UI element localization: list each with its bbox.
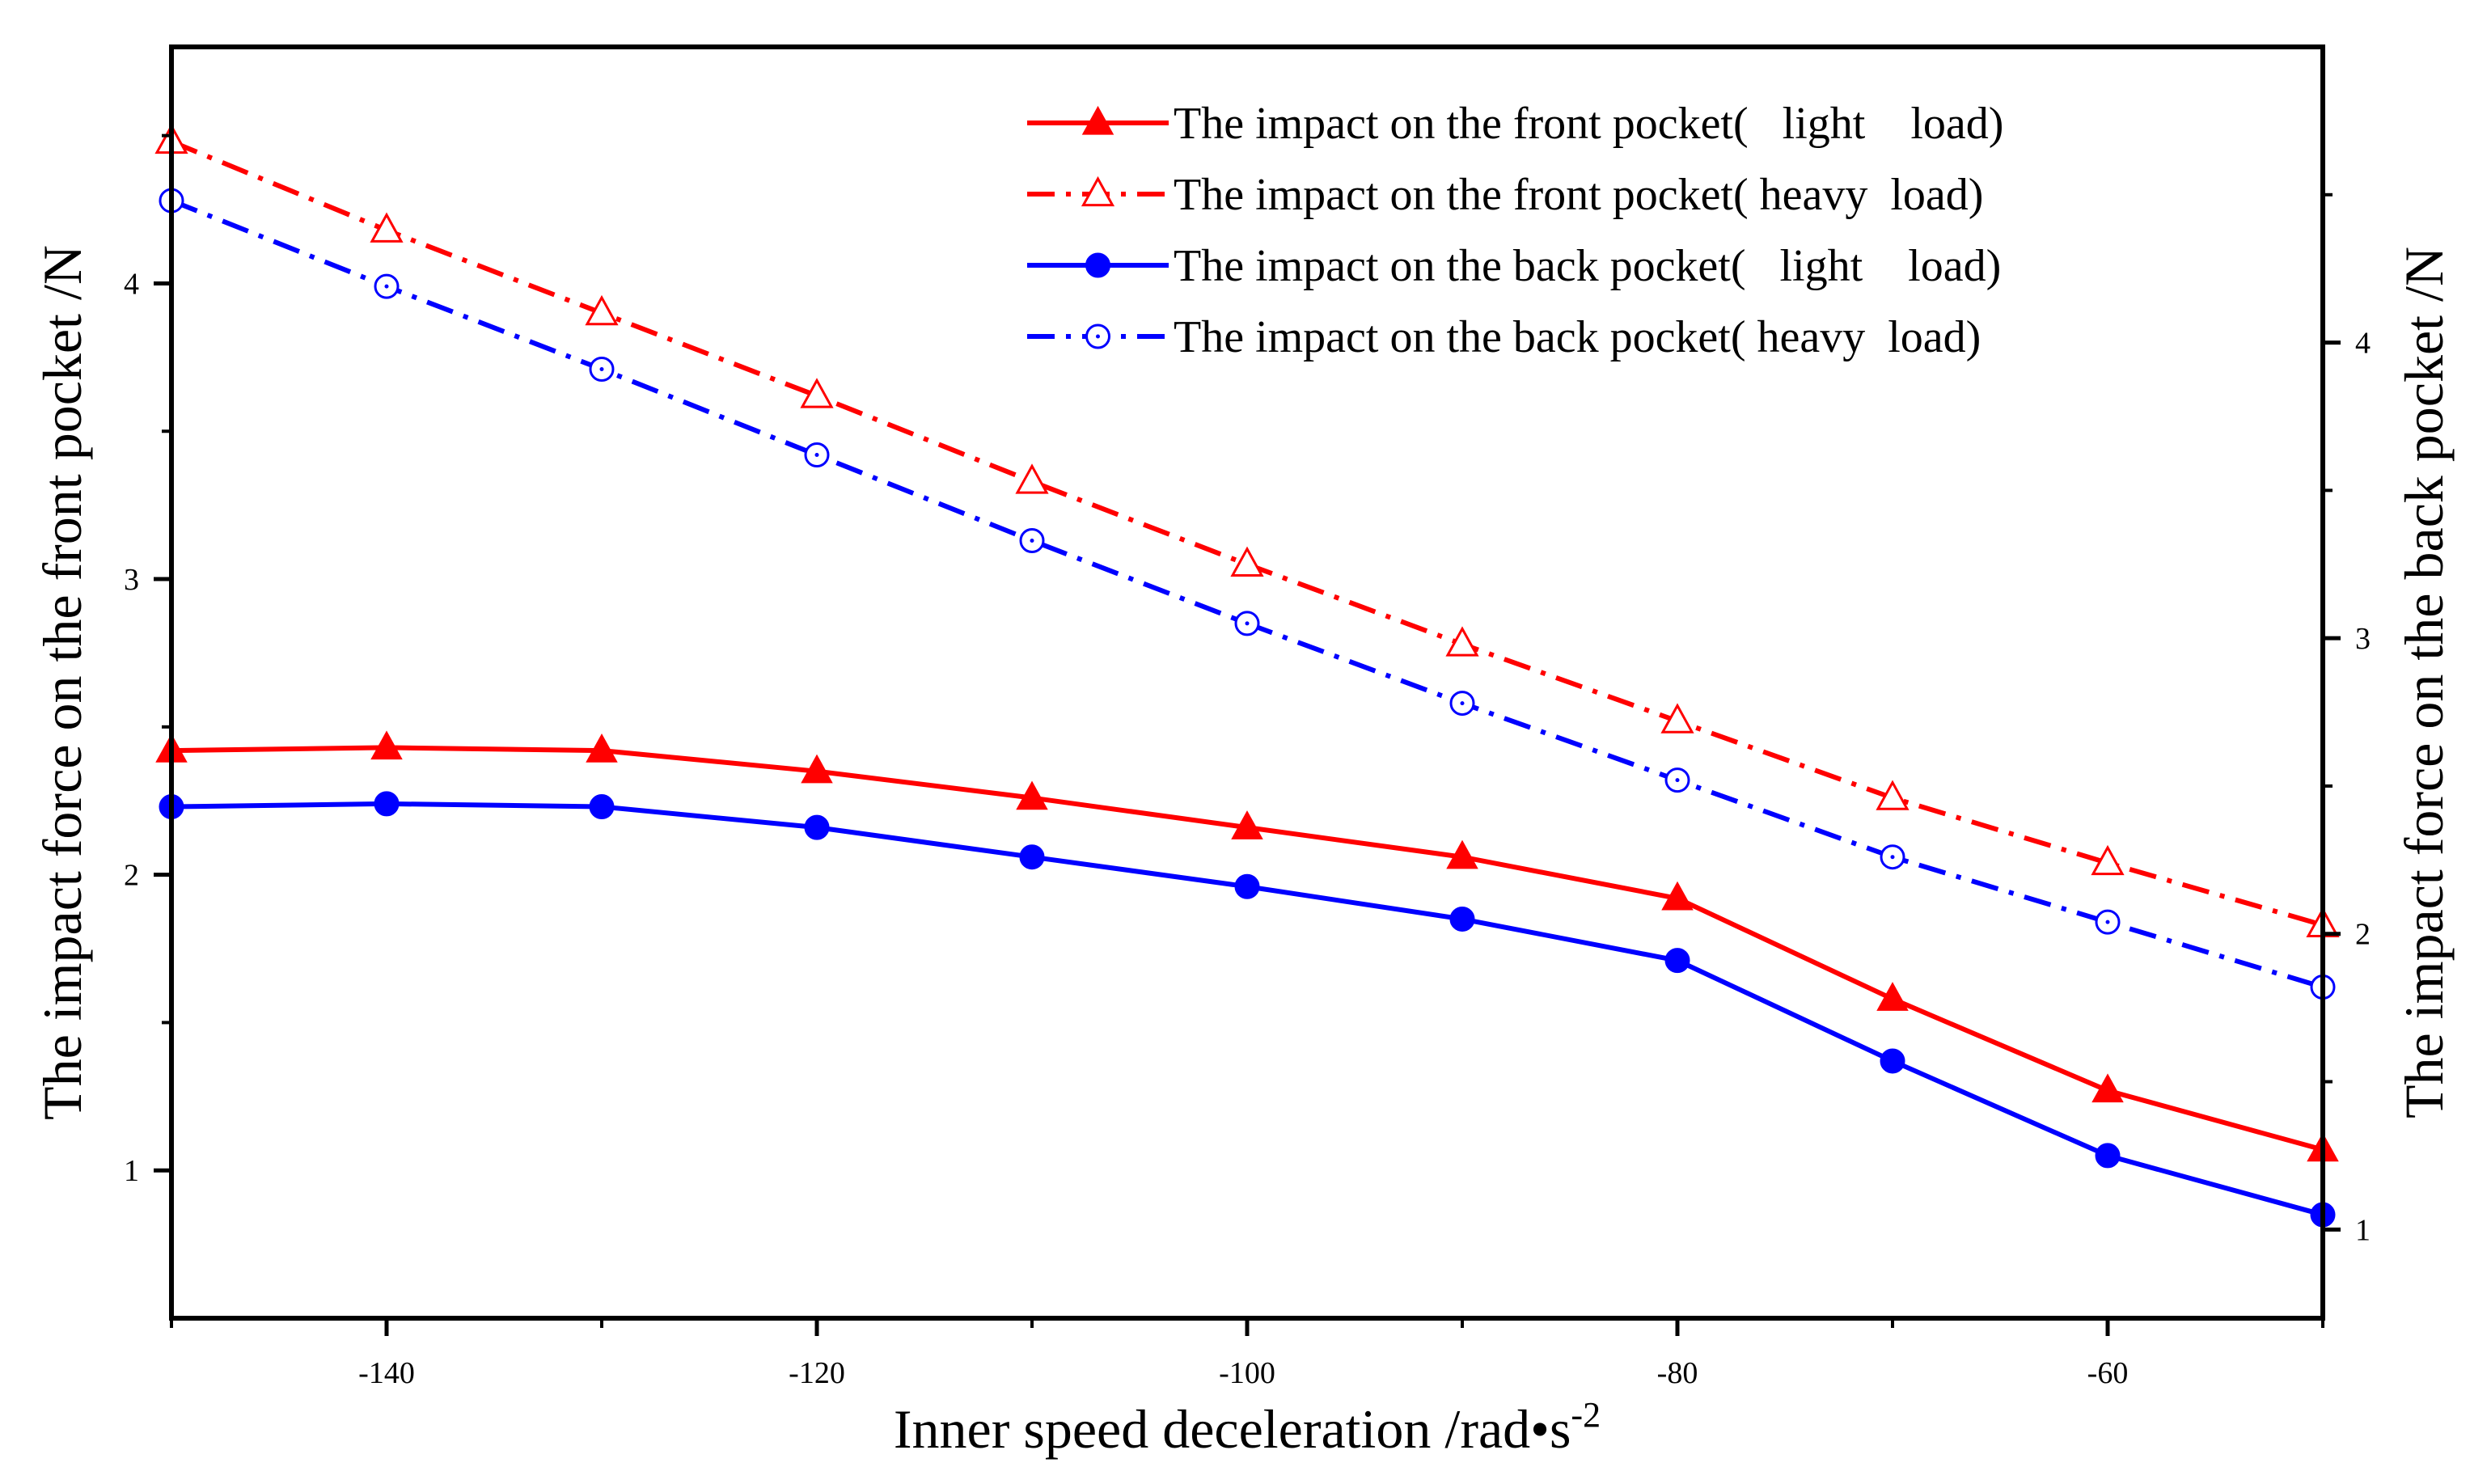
series-0-point bbox=[1231, 810, 1263, 839]
series-2-point bbox=[589, 794, 615, 820]
series-0-point bbox=[370, 730, 403, 760]
series-3-point bbox=[1449, 691, 1475, 717]
legend-marker-1 bbox=[1081, 175, 1115, 207]
series-2-point bbox=[1664, 948, 1690, 974]
y-right-tick-label: 3 bbox=[2355, 622, 2371, 656]
series-0-point bbox=[1661, 881, 1694, 911]
series-2-point bbox=[1019, 844, 1045, 870]
series-3-point bbox=[1234, 611, 1260, 636]
series-1-point bbox=[1230, 546, 1264, 577]
series-3-point bbox=[2095, 909, 2121, 935]
y-axis-left-title: The impact force on the front pocket /N bbox=[32, 245, 93, 1120]
x-tick-label: -140 bbox=[358, 1356, 415, 1390]
y-right-tick-label: 2 bbox=[2355, 918, 2371, 952]
y-right-tick-label: 1 bbox=[2355, 1213, 2371, 1247]
plot-frame bbox=[169, 44, 2325, 1321]
y-left-tick-label: 1 bbox=[124, 1154, 139, 1188]
series-2-point bbox=[1449, 906, 1475, 932]
series-1-point bbox=[1445, 626, 1479, 657]
y-left-tick-label: 3 bbox=[124, 563, 139, 597]
series-3-point bbox=[374, 273, 400, 299]
legend: The impact on the front pocket( light lo… bbox=[1027, 99, 2003, 362]
x-tick-label: -120 bbox=[789, 1356, 845, 1390]
series-0-point bbox=[586, 734, 618, 763]
series-1-point bbox=[1015, 463, 1049, 494]
series-2-point bbox=[1234, 873, 1260, 899]
series-0-point bbox=[801, 754, 833, 784]
x-axis-title-main: Inner speed deceleration /rad•s bbox=[894, 1398, 1571, 1460]
series-line-2 bbox=[171, 801, 2323, 1217]
series-3-point bbox=[1664, 767, 1690, 793]
series-3-point bbox=[804, 442, 830, 468]
y-left-tick-label: 2 bbox=[124, 859, 139, 893]
series-3-point bbox=[1880, 844, 1905, 870]
x-tick-label: -100 bbox=[1219, 1356, 1275, 1390]
x-axis-title-superscript: -2 bbox=[1571, 1395, 1601, 1435]
legend-label-1: The impact on the front pocket( heavy lo… bbox=[1174, 170, 1983, 220]
series-1-point bbox=[2091, 844, 2125, 876]
series-0-point bbox=[1446, 839, 1478, 869]
x-tick-label: -80 bbox=[1657, 1356, 1698, 1390]
x-tick-label: -60 bbox=[2087, 1356, 2129, 1390]
series-3-point bbox=[1019, 528, 1045, 554]
series-2-point bbox=[804, 814, 830, 840]
series-1-point bbox=[585, 294, 619, 326]
series-0-point bbox=[1876, 982, 1909, 1011]
legend-label-2: The impact on the back pocket( light loa… bbox=[1174, 241, 2001, 291]
series-1-point bbox=[1876, 780, 1910, 810]
series-2-point bbox=[1880, 1048, 1905, 1074]
series-3-point bbox=[589, 356, 615, 382]
series-2-point bbox=[2095, 1143, 2121, 1169]
y-left-tick-label: 4 bbox=[124, 267, 139, 301]
legend-marker-3 bbox=[1085, 323, 1110, 349]
series-1-point bbox=[800, 378, 834, 408]
legend-marker-0 bbox=[1081, 105, 1114, 135]
x-axis-title: Inner speed deceleration /rad•s-2 bbox=[894, 1395, 1601, 1460]
y-axis-right-title: The impact force on the back pocket /N bbox=[2393, 247, 2455, 1118]
series-0-point bbox=[2091, 1073, 2124, 1103]
y-right-tick-label: 4 bbox=[2355, 327, 2371, 361]
series-1-point bbox=[370, 212, 404, 243]
legend-label-3: The impact on the back pocket( heavy loa… bbox=[1174, 312, 1981, 362]
series-line-0 bbox=[171, 745, 2323, 1152]
series-0-point bbox=[1016, 780, 1048, 810]
series-1-point bbox=[1660, 703, 1694, 734]
legend-label-0: The impact on the front pocket( light lo… bbox=[1174, 99, 2003, 149]
series-2-point bbox=[374, 791, 400, 817]
legend-marker-2 bbox=[1085, 252, 1110, 278]
